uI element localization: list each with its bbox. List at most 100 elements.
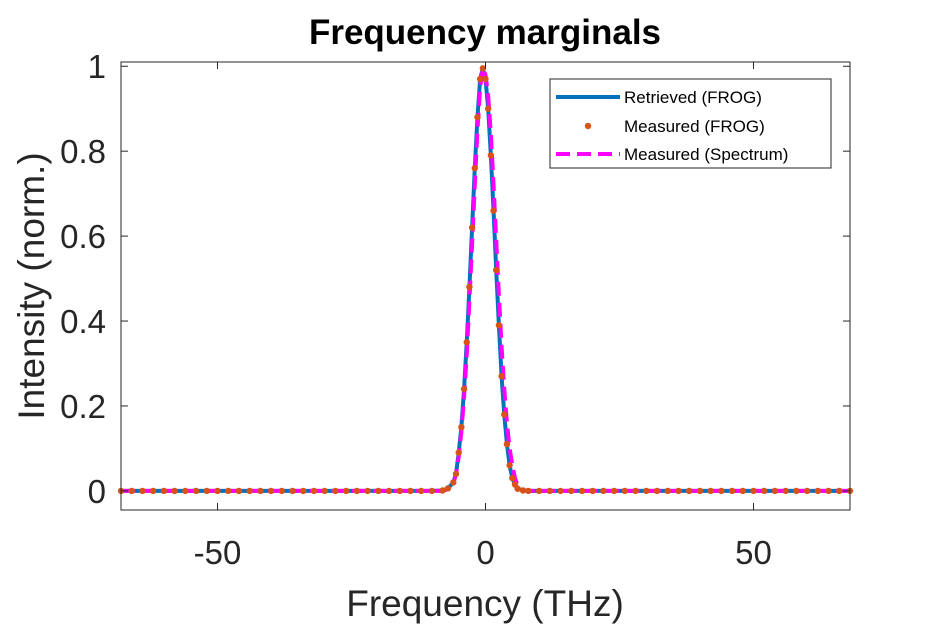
x-tick-label: 50	[735, 534, 772, 571]
data-point-measured-frog	[466, 283, 473, 291]
data-point-measured-frog	[203, 487, 210, 495]
data-point-measured-frog	[825, 487, 832, 495]
data-point-measured-frog	[653, 487, 661, 495]
data-point-measured-frog	[771, 487, 779, 495]
data-point-measured-frog	[149, 487, 157, 495]
data-point-measured-frog	[519, 487, 527, 494]
data-point-measured-frog	[632, 487, 639, 495]
x-tick-label: 0	[476, 534, 494, 571]
data-point-measured-frog	[310, 487, 318, 495]
data-point-measured-frog	[610, 487, 618, 495]
data-point-measured-frog	[479, 65, 487, 72]
data-point-measured-frog	[509, 474, 516, 482]
data-point-measured-frog	[439, 487, 446, 494]
data-point-measured-frog	[476, 75, 484, 83]
x-axis-ticks: -50 0 50	[194, 62, 772, 571]
x-axis-label: Frequency (THz)	[346, 583, 624, 624]
data-point-measured-frog	[289, 487, 296, 495]
data-point-measured-frog	[278, 487, 286, 495]
data-point-measured-frog	[192, 487, 200, 495]
data-point-measured-frog	[471, 164, 478, 172]
series-markers-measured-frog	[117, 65, 854, 495]
data-point-measured-frog	[450, 479, 457, 486]
data-point-measured-frog	[396, 487, 403, 495]
data-point-measured-frog	[267, 487, 275, 495]
legend-swatch-measured-frog	[584, 122, 592, 130]
data-point-measured-frog	[160, 487, 168, 495]
data-point-measured-frog	[685, 487, 693, 495]
data-point-measured-frog	[444, 485, 452, 492]
y-tick-label: 0.6	[60, 218, 106, 255]
data-point-measured-frog	[460, 385, 468, 393]
data-point-measured-frog	[428, 487, 436, 495]
data-point-measured-frog	[468, 224, 476, 231]
data-point-measured-frog	[814, 487, 822, 495]
data-point-measured-frog	[353, 487, 361, 495]
data-point-measured-frog	[514, 485, 521, 492]
data-point-measured-frog	[455, 449, 462, 456]
data-point-measured-frog	[375, 487, 382, 495]
data-point-measured-frog	[128, 487, 135, 495]
legend: Retrieved (FROG) Measured (FROG) Measured …	[549, 78, 832, 169]
data-point-measured-frog	[171, 487, 178, 495]
data-point-measured-frog	[675, 487, 682, 495]
data-point-measured-frog	[503, 440, 511, 448]
legend-items: Retrieved (FROG) Measured (FROG) Measured …	[556, 88, 788, 164]
data-point-measured-frog	[364, 487, 371, 495]
data-point-measured-frog	[501, 411, 508, 418]
data-point-measured-frog	[739, 487, 746, 495]
data-point-measured-frog	[417, 487, 425, 495]
data-point-measured-frog	[568, 487, 575, 495]
legend-label: Retrieved (FROG)	[624, 88, 762, 107]
data-point-measured-frog	[621, 487, 629, 495]
data-point-measured-frog	[214, 487, 221, 495]
data-point-measured-frog	[225, 487, 232, 495]
data-point-measured-frog	[257, 487, 264, 495]
data-point-measured-frog	[535, 487, 543, 495]
data-point-measured-frog	[235, 487, 243, 495]
data-point-measured-frog	[578, 487, 586, 495]
data-point-measured-frog	[458, 423, 465, 431]
data-point-measured-frog	[803, 487, 811, 495]
data-point-measured-frog	[761, 487, 768, 495]
data-point-measured-frog	[495, 322, 503, 329]
series-layer	[117, 65, 854, 495]
data-point-measured-frog	[793, 487, 800, 495]
data-point-measured-frog	[182, 487, 189, 495]
y-axis-label: Intensity (norm.)	[11, 152, 52, 419]
data-point-measured-frog	[707, 487, 714, 495]
series-line-measured-spectrum	[121, 66, 850, 493]
data-point-measured-frog	[589, 487, 596, 495]
data-point-measured-frog	[836, 487, 843, 495]
legend-label: Measured (FROG)	[624, 117, 765, 136]
data-point-measured-frog	[643, 487, 650, 495]
y-tick-label: 0.2	[60, 388, 106, 425]
data-point-measured-frog	[750, 487, 757, 495]
data-point-measured-frog	[463, 339, 470, 346]
data-point-measured-frog	[493, 266, 500, 274]
legend-label: Measured (Spectrum)	[624, 145, 788, 164]
data-point-measured-frog	[696, 487, 704, 495]
data-point-measured-frog	[342, 487, 350, 495]
data-point-measured-frog	[474, 114, 481, 121]
x-tick-label: -50	[194, 534, 242, 571]
y-tick-label: 0.4	[60, 303, 106, 340]
data-point-measured-frog	[300, 487, 307, 495]
data-point-measured-frog	[525, 487, 532, 495]
data-point-measured-frog	[728, 487, 736, 495]
data-point-measured-frog	[385, 487, 393, 495]
data-point-measured-frog	[664, 487, 671, 495]
data-point-measured-frog	[557, 487, 564, 495]
y-tick-label: 1	[88, 48, 106, 85]
data-point-measured-frog	[487, 152, 495, 159]
data-point-measured-frog	[546, 487, 554, 495]
y-tick-label: 0.8	[60, 133, 106, 170]
data-point-measured-frog	[321, 487, 328, 495]
data-point-measured-frog	[498, 373, 505, 380]
y-axis-ticks: 0 0.2 0.4 0.6 0.8 1	[60, 48, 850, 510]
data-point-measured-frog	[718, 487, 725, 495]
y-tick-label: 0	[88, 473, 106, 510]
data-point-measured-frog	[332, 487, 339, 495]
data-point-measured-frog	[407, 487, 414, 495]
